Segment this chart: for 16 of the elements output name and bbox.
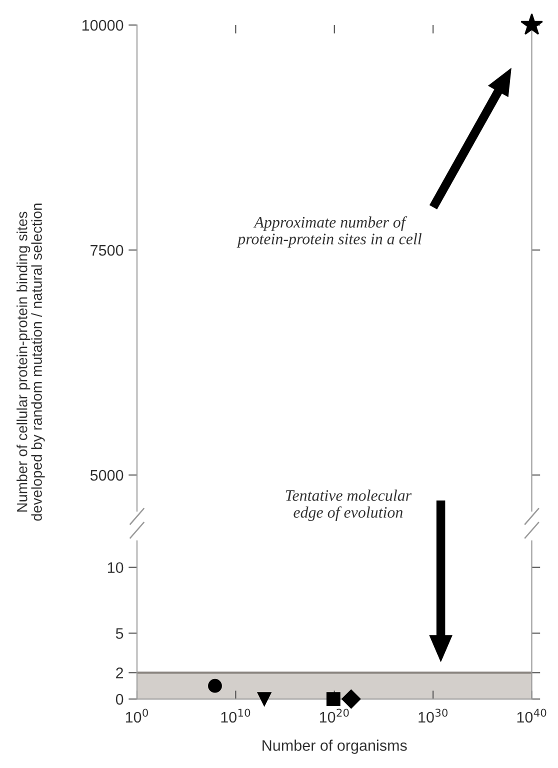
- y-tick-label: 2: [116, 668, 124, 678]
- x-tick-label: 10$^{10}$: [221, 708, 250, 723]
- annotation: Approximate number of protein-protein sites in a cell: [236, 216, 422, 248]
- y-tick-label: 10000: [82, 20, 124, 31]
- y-tick-label: 5000: [90, 470, 124, 481]
- x-tick-label: 10$^{30}$: [418, 708, 448, 723]
- x-axis-title: Number of organisms: [262, 740, 407, 754]
- y-tick-label: 0: [116, 694, 124, 705]
- y-tick-label: 7500: [90, 244, 124, 256]
- x-tick-label: 10$^{0}$: [126, 708, 148, 723]
- y-tick-label: 5: [116, 628, 124, 639]
- x-tick-label: 10$^{20}$: [320, 708, 349, 723]
- x-tick-label: 10$^{40}$: [517, 708, 546, 723]
- y-tick-label: 10: [108, 562, 124, 574]
- annotation: Tentative molecular edge of evolution: [286, 490, 412, 522]
- y-axis-title: Number of cellular protein-protein binding sites developed by random mutation / natural selection: [16, 204, 45, 521]
